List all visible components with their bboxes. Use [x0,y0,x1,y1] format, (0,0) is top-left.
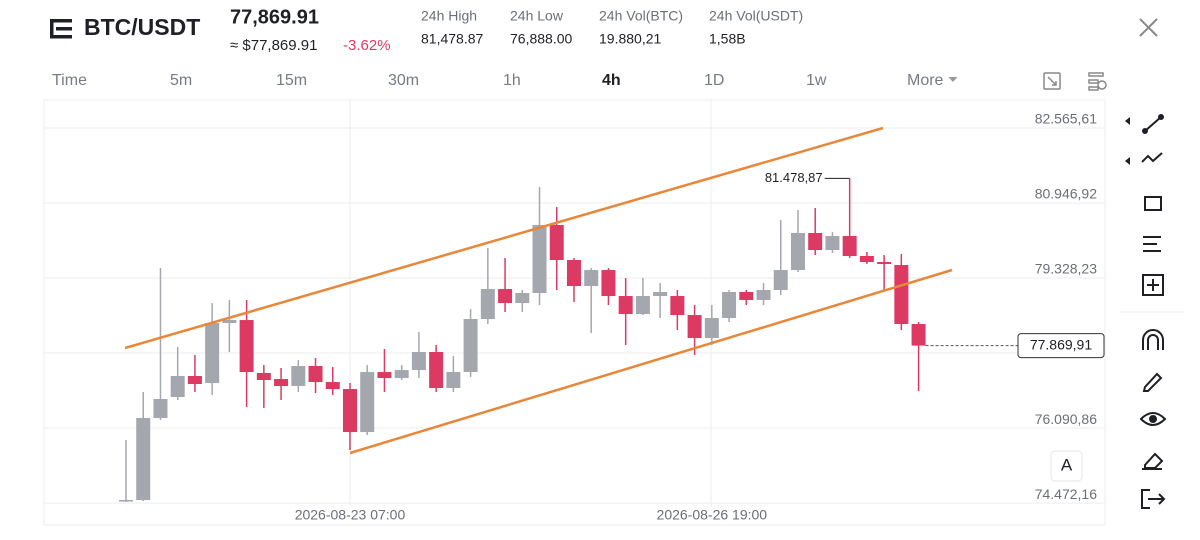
candle-body [532,225,547,294]
stat-label: 24h High [421,8,477,24]
candle-body [498,289,513,304]
candle-body [756,290,771,301]
candle-body [119,500,133,502]
approx-price: ≈ $77,869.91 [230,37,317,54]
stats: 24h High 81,478.87 24h Low 76,888.00 24h Vol… [421,8,803,47]
drawing-toolbar[interactable] [1120,114,1185,509]
timeframe-tab[interactable]: 15m [276,72,307,89]
candle-body [790,233,805,271]
candle-body [256,372,271,380]
stat-value: 76,888.00 [510,31,572,47]
trend-line-upper[interactable] [124,126,884,350]
timeframe-tab[interactable]: 1w [806,72,827,89]
last-price-label: 77.869,91 [1030,336,1092,352]
menu-icon[interactable] [50,19,72,39]
x-tick-label: 2026-08-26 19:00 [657,507,768,523]
candle-body [601,270,616,297]
candle-body [687,315,702,339]
stat-value: 19.880,21 [599,31,661,47]
candle-body [187,376,202,385]
price-change: -3.62% [343,37,391,54]
timeframe-tab[interactable]: 4h [602,72,621,89]
candle-body [825,236,840,251]
candle-body [360,372,375,433]
candle-body [670,296,685,316]
x-tick-label: 2026-08-23 07:00 [295,507,406,523]
y-tick-label: 74.472,16 [1035,486,1097,502]
stat-label: 24h Vol(BTC) [599,8,683,24]
y-tick-label: 76.090,86 [1035,411,1097,427]
candle-body [480,289,495,320]
stat-value: 81,478.87 [421,31,483,47]
high-annotation: 81.478,87 [765,170,823,185]
timeframe-tab[interactable]: Time [52,72,87,89]
timeframe-tab[interactable]: 5m [170,72,192,89]
last-price: 77,869.91 [230,6,319,28]
timeframe-tab[interactable]: More [907,72,944,89]
candle-body [894,265,909,325]
candle-body [239,320,254,373]
candle-body [911,324,926,346]
timeframe-tab[interactable]: 1h [503,72,521,89]
candle-body [618,296,633,315]
candle-body [566,260,581,287]
candle-body [463,319,478,373]
candle-body [653,291,668,297]
timeframe-tabs: Time 5m 15m 30m 1h 4h 1D 1w More [52,72,958,89]
grid: 82.565,61 80.946,92 79.328,23 76.090,86 74.4… [44,111,1105,523]
candle-body [704,317,719,339]
candle-body [859,255,874,263]
candle-body [808,233,823,251]
candle-body [170,376,185,398]
timeframe-tab[interactable]: 30m [388,72,419,89]
chart-settings-icons[interactable] [1043,72,1107,91]
stat-value: 1,58B [709,31,746,47]
close-button[interactable] [1139,18,1158,37]
candle-body [153,398,168,418]
y-tick-label: 80.946,92 [1035,186,1097,202]
candle-body [136,417,151,501]
candle-body [842,236,857,256]
candle-body [205,322,220,384]
stat-label: 24h Vol(USDT) [709,8,803,24]
candle-body [773,270,788,291]
auto-scale-box[interactable] [1050,450,1083,482]
candle-body [584,270,599,287]
candle-body [274,379,289,387]
candle-body [635,296,650,315]
candle-body [446,372,461,389]
auto-scale-button[interactable]: A [1061,455,1073,474]
y-tick-label: 82.565,61 [1035,111,1097,127]
plot-frame [43,99,1106,526]
stat-label: 24h Low [510,8,564,24]
candle-body [877,262,892,265]
candle-body [308,366,323,383]
candle-body [325,382,340,390]
candle-body [515,293,530,304]
candle-body [739,291,754,301]
candle-body [342,389,357,433]
candle-body [222,320,237,323]
overlay: 81.478,87 77.869,91 A [765,170,1105,482]
symbol[interactable]: BTC/USDT [84,14,200,40]
candle-body [722,291,737,318]
last-price-box [1017,333,1105,359]
trend-line-lower[interactable] [349,268,953,455]
timeframe-tab[interactable]: 1D [704,72,724,89]
candle-body [549,225,564,261]
y-tick-label: 79.328,23 [1035,261,1097,277]
candle-body [411,352,426,371]
candle-body [394,370,409,379]
candles [119,178,926,503]
candle-body [377,372,392,379]
candle-body [429,352,444,389]
dropdown-caret[interactable] [948,77,958,82]
candle-body [291,366,306,387]
